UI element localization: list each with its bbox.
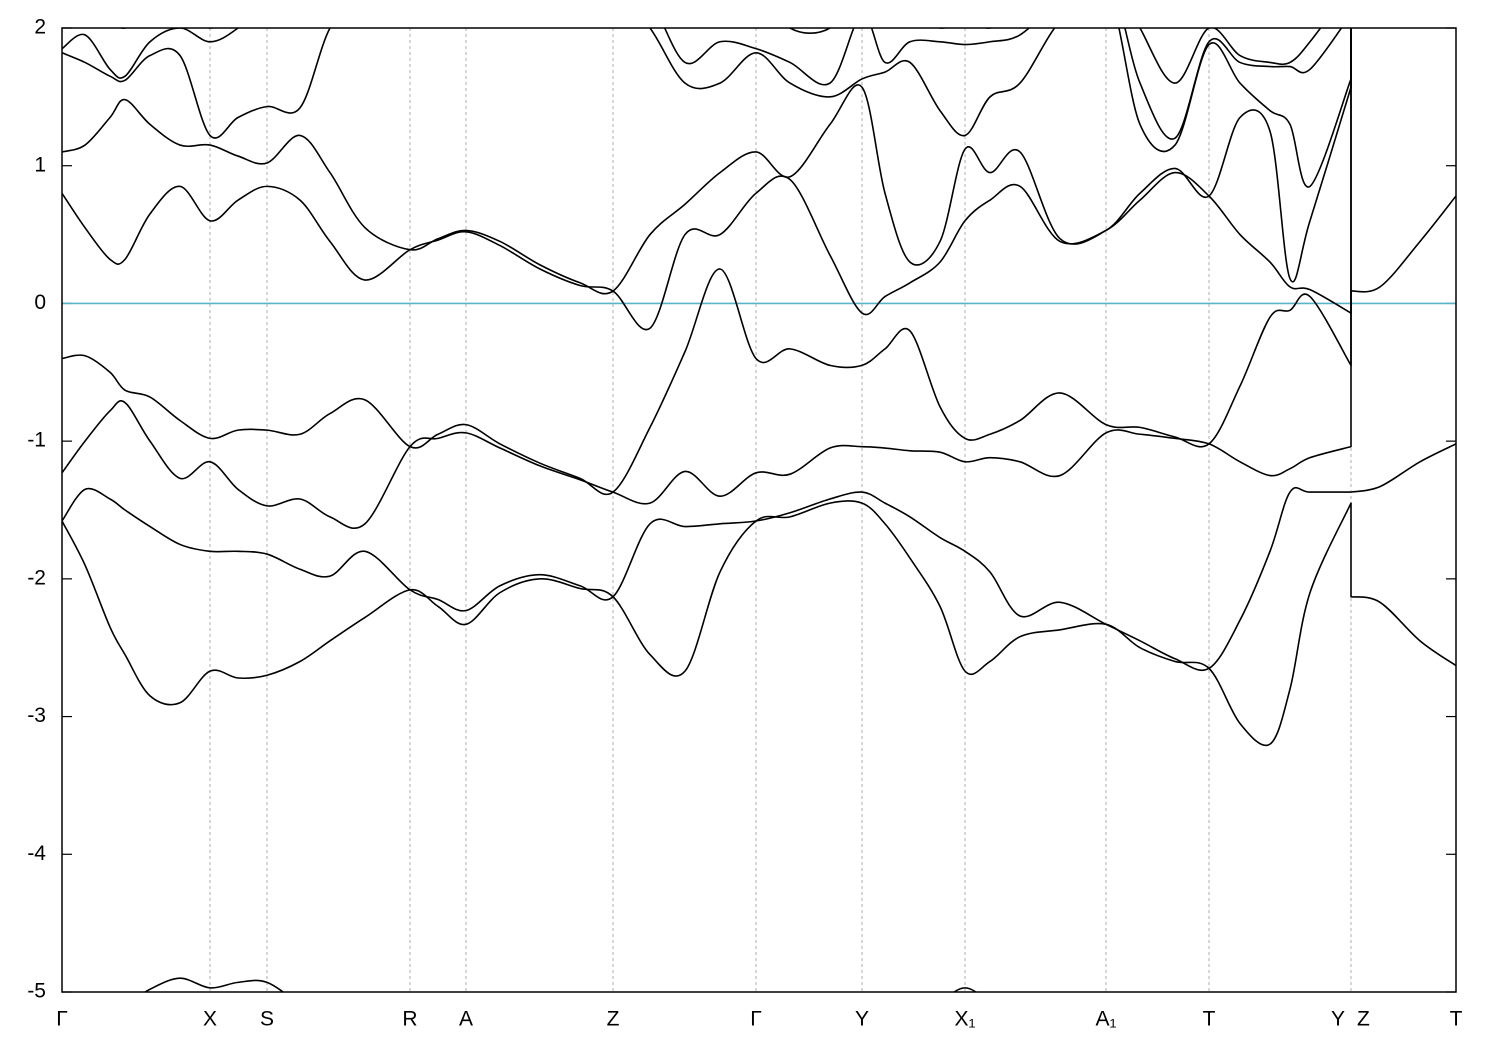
band-line xyxy=(143,977,978,992)
x-tick-label: Y xyxy=(1331,1008,1345,1031)
x-tick-label: T xyxy=(1203,1008,1216,1031)
grid xyxy=(62,27,1456,993)
band-line xyxy=(62,443,1456,672)
bands xyxy=(62,28,1456,992)
x-tick-label: Γ xyxy=(750,1008,762,1031)
y-tick-label: -3 xyxy=(27,704,46,727)
band-line xyxy=(62,28,1352,295)
x-tick-label: X₁ xyxy=(954,1008,975,1031)
x-tick-label: Z xyxy=(607,1008,620,1031)
x-tick-label: S xyxy=(260,1008,274,1031)
y-tick-label: -2 xyxy=(27,566,46,589)
x-tick-label: X xyxy=(203,1008,217,1031)
band-line xyxy=(62,28,1352,496)
x-tick-label: Y xyxy=(855,1008,869,1031)
band-line xyxy=(62,28,1352,331)
y-tick-label: 0 xyxy=(34,291,46,314)
band-line xyxy=(62,500,1456,747)
plot-frame xyxy=(61,27,1457,993)
x-tick-label: T xyxy=(1450,1008,1463,1031)
band-line xyxy=(119,28,1322,84)
y-tick-label: 1 xyxy=(34,153,46,176)
x-tick-label: Γ xyxy=(56,1008,68,1031)
y-tick-label: -5 xyxy=(27,980,46,1003)
x-tick-label: Z xyxy=(1357,1008,1370,1031)
x-tick-label: A₁ xyxy=(1095,1008,1116,1031)
band-line xyxy=(62,28,1352,188)
band-line xyxy=(62,28,1343,140)
x-tick-label: A xyxy=(459,1008,473,1031)
x-tick-label: R xyxy=(402,1008,417,1031)
y-tick-label: 2 xyxy=(34,16,46,39)
y-tick-label: -1 xyxy=(27,429,46,452)
y-tick-label: -4 xyxy=(27,842,46,865)
band-line xyxy=(62,195,1456,530)
